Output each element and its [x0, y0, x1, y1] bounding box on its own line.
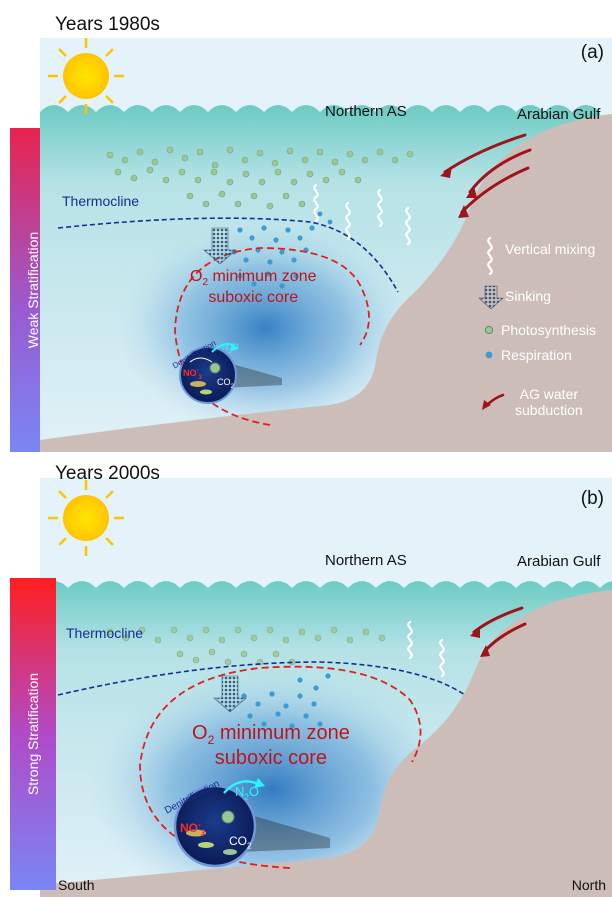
no3-label-a: NO-3: [183, 368, 202, 381]
microbe-cell-b: [173, 778, 330, 868]
omz-label-a: O2 minimum zone suboxic core: [190, 268, 317, 306]
legend-photosynthesis-label: Photosynthesis: [501, 322, 596, 338]
legend-vertical-mixing-label: Vertical mixing: [505, 241, 596, 257]
legend-respiration-label: Respiration: [501, 347, 572, 363]
arabian-gulf-label-b: Arabian Gulf: [517, 553, 601, 570]
legend-sinking-label: Sinking: [505, 288, 551, 304]
photosynthesis-dots-a: [106, 146, 414, 210]
panel-a-title: Years 1980s: [55, 14, 160, 35]
sun-icon-b: [48, 480, 124, 556]
north-label: North: [571, 877, 606, 893]
legend-subduction-label: AG water subduction: [515, 386, 583, 418]
co2-label-b: CO2: [229, 834, 252, 851]
legend-sinking-icon: [478, 285, 504, 310]
legend-respiration-icon: [485, 351, 493, 359]
sun-icon-a: [48, 38, 124, 114]
northern-as-label-a: Northern AS: [325, 103, 407, 120]
strong-stratification-label: Strong Stratification: [25, 672, 41, 796]
thermocline-label-a: Thermocline: [62, 193, 140, 209]
sinking-arrow-b: [213, 675, 247, 713]
respiration-dots-b: [241, 673, 331, 729]
n2o-label-a: N2O: [222, 342, 239, 355]
sinking-arrow-a: [203, 227, 237, 265]
arabian-gulf-label-a: Arabian Gulf: [517, 106, 601, 123]
legend-photosynthesis-icon: [484, 325, 494, 335]
panel-b-scene: [40, 478, 612, 897]
co2-label-a: CO2: [217, 377, 234, 390]
panel-b-title: Years 2000s: [55, 463, 160, 484]
microbe-cell-a: [179, 343, 282, 404]
n2o-label-b: N2O: [235, 784, 259, 802]
photosynthesis-dots-b: [106, 626, 386, 666]
thermocline-label-b: Thermocline: [66, 625, 144, 641]
northern-as-label-b: Northern AS: [325, 552, 407, 569]
no3-label-b: NO-3: [180, 820, 206, 838]
panel-a-tag: (a): [580, 42, 604, 63]
omz-label-b: O2 minimum zone suboxic core: [192, 722, 350, 770]
strong-stratification-bar: Strong Stratification: [10, 578, 56, 890]
panel-a-scene: [40, 38, 612, 452]
panel-b-tag: (b): [580, 488, 604, 509]
south-label: South: [58, 877, 95, 893]
